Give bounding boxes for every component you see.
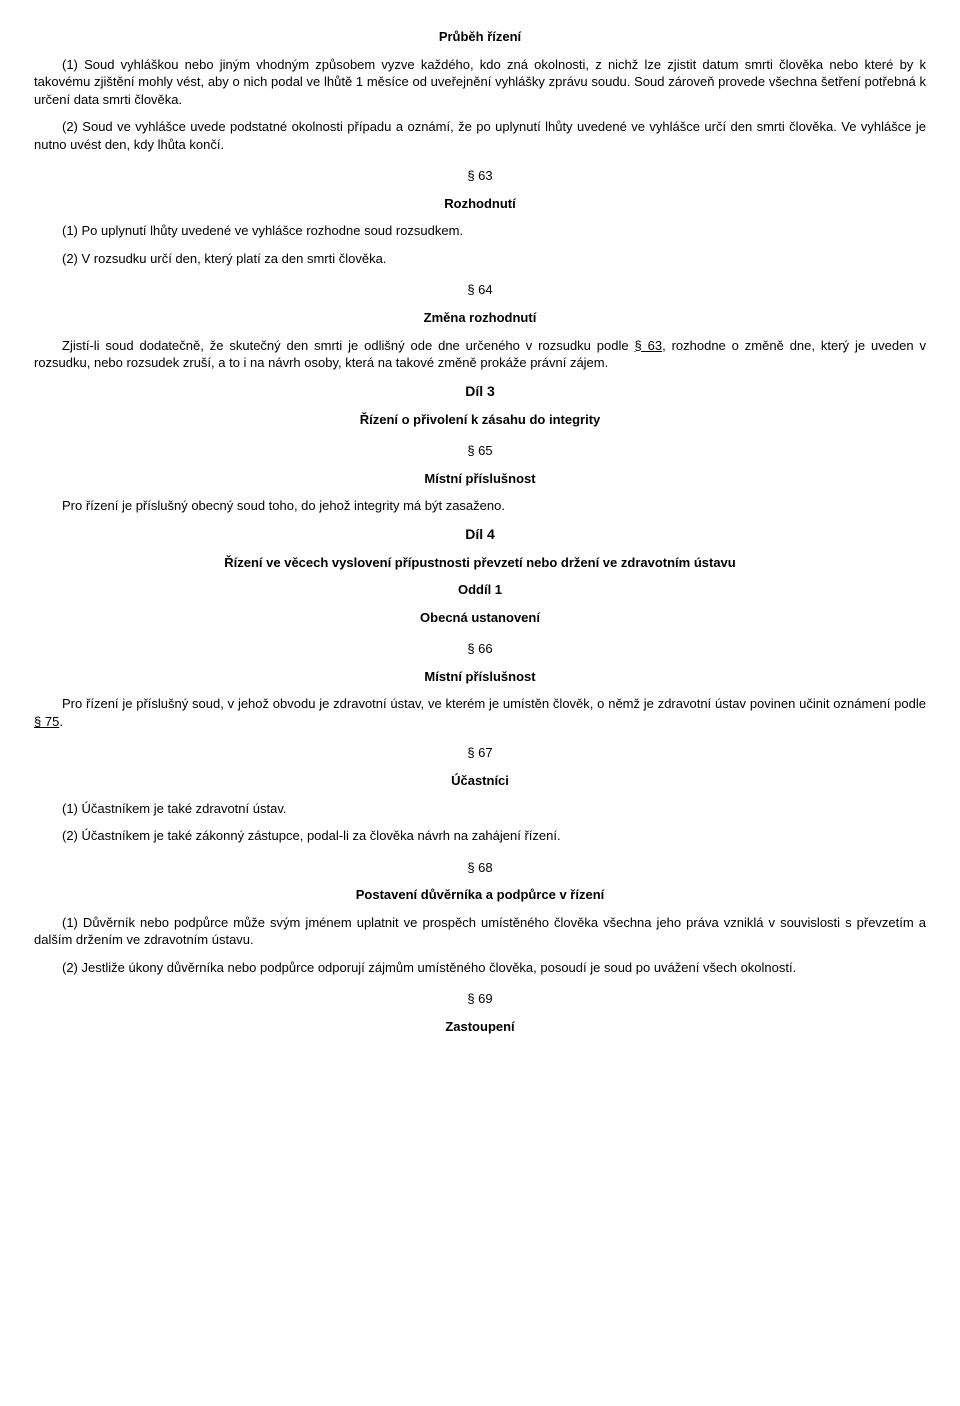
section-number-69: § 69 [34,990,926,1008]
paragraph-body: (1) Účastníkem je také zdravotní ústav. [34,800,926,818]
heading-dil-3: Díl 3 [34,382,926,401]
section-number-67: § 67 [34,744,926,762]
section-number-64: § 64 [34,281,926,299]
paragraph-body: Pro řízení je příslušný soud, v jehož ob… [34,695,926,730]
section-title-mistni-prislusnost-66: Místní příslušnost [34,668,926,686]
section-title-duvernik-podpurce: Postavení důvěrníka a podpůrce v řízení [34,886,926,904]
paragraph-body: (2) V rozsudku určí den, který platí za … [34,250,926,268]
heading-dil-4: Díl 4 [34,525,926,544]
link-s75[interactable]: § 75 [34,714,59,729]
section-number-63: § 63 [34,167,926,185]
heading-oddil-1: Oddíl 1 [34,581,926,599]
paragraph-body: (1) Soud vyhláškou nebo jiným vhodným zp… [34,56,926,109]
heading-oddil-1-title: Obecná ustanovení [34,609,926,627]
paragraph-body: Zjistí-li soud dodatečně, že skutečný de… [34,337,926,372]
paragraph-body: (1) Po uplynutí lhůty uvedené ve vyhlášc… [34,222,926,240]
paragraph-text: Pro řízení je příslušný soud, v jehož ob… [62,696,926,711]
section-number-65: § 65 [34,442,926,460]
section-title-rozhodnuti: Rozhodnutí [34,195,926,213]
paragraph-body: Pro řízení je příslušný obecný soud toho… [34,497,926,515]
section-number-66: § 66 [34,640,926,658]
section-title-zmena-rozhodnuti: Změna rozhodnutí [34,309,926,327]
paragraph-body: (2) Účastníkem je také zákonný zástupce,… [34,827,926,845]
paragraph-body: (1) Důvěrník nebo podpůrce může svým jmé… [34,914,926,949]
heading-dil-4-title: Řízení ve věcech vyslovení přípustnosti … [34,554,926,572]
section-number-68: § 68 [34,859,926,877]
section-title-ucastnici: Účastníci [34,772,926,790]
paragraph-text: . [59,714,63,729]
section-title-mistni-prislusnost-65: Místní příslušnost [34,470,926,488]
heading-prubeh-rizeni: Průběh řízení [34,28,926,46]
link-s63[interactable]: § 63 [635,338,663,353]
paragraph-body: (2) Jestliže úkony důvěrníka nebo podpůr… [34,959,926,977]
heading-dil-3-title: Řízení o přivolení k zásahu do integrity [34,411,926,429]
paragraph-text: Zjistí-li soud dodatečně, že skutečný de… [62,338,635,353]
section-title-zastoupeni: Zastoupení [34,1018,926,1036]
paragraph-body: (2) Soud ve vyhlášce uvede podstatné oko… [34,118,926,153]
